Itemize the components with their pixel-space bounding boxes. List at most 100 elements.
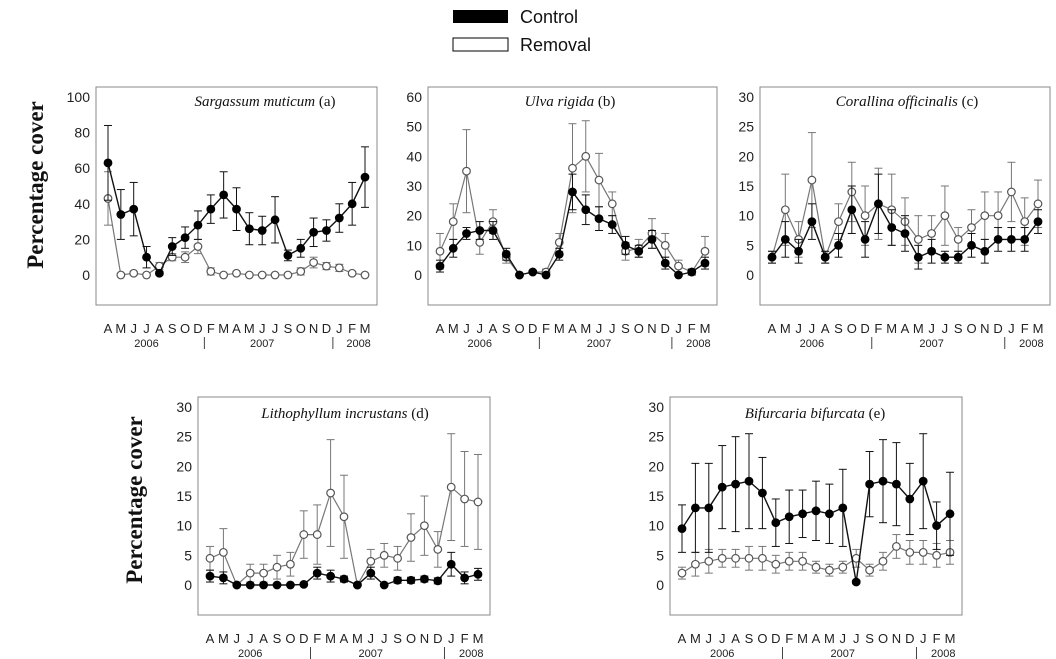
removal-point (326, 488, 336, 498)
year-label: 2006 (238, 648, 262, 659)
legend: Control Removal (452, 7, 591, 55)
x-tick-label: O (285, 631, 295, 646)
control-point (334, 213, 344, 223)
removal-point (892, 542, 901, 551)
plot-frame (95, 86, 378, 306)
x-tick-label: D (661, 321, 670, 336)
control-point (193, 220, 203, 230)
control-point (339, 574, 349, 584)
control-point (475, 226, 485, 235)
removal-point (379, 550, 389, 560)
control-point (218, 573, 228, 583)
x-tick-label: J (247, 631, 254, 646)
removal-point (393, 553, 403, 563)
removal-point (677, 568, 687, 578)
legend-control-swatch (453, 10, 508, 23)
x-tick-label: J (143, 321, 150, 336)
removal-point (784, 556, 794, 566)
removal-point (905, 547, 915, 557)
control-point (940, 252, 950, 262)
removal-point (462, 166, 471, 176)
year-label: 2008 (346, 338, 370, 350)
x-tick-label: F (688, 321, 696, 336)
y-tick-label: 20 (648, 458, 664, 474)
x-tick-label: A (489, 321, 498, 336)
control-point (473, 569, 483, 579)
year-label: 2006 (134, 338, 158, 350)
legend-control-label: Control (520, 7, 578, 27)
control-point (798, 509, 807, 519)
x-tick-label: J (130, 321, 137, 336)
year-label: 2007 (587, 338, 611, 350)
x-tick-label: M (797, 631, 808, 646)
control-point (232, 204, 241, 214)
x-tick-label: M (690, 631, 701, 646)
y-tick-label: 20 (176, 458, 192, 474)
control-point (677, 524, 687, 534)
removal-point (232, 268, 241, 278)
x-tick-label: A (436, 321, 445, 336)
species-name: Lithophyllum incrustans (260, 406, 407, 422)
y-tick-label: 15 (176, 488, 192, 504)
control-point (887, 223, 897, 232)
x-tick-label: S (393, 631, 402, 646)
removal-point (446, 482, 456, 492)
x-tick-label: F (542, 321, 550, 336)
x-tick-label: J (609, 321, 616, 336)
x-tick-label: M (824, 631, 835, 646)
x-tick-label: F (461, 631, 469, 646)
control-point (660, 258, 670, 268)
plot-frame (197, 396, 491, 616)
x-tick-label: M (945, 631, 956, 646)
x-tick-label: O (878, 631, 888, 646)
removal-point (878, 556, 888, 566)
control-point (647, 234, 657, 244)
x-tick-label: A (731, 631, 740, 646)
plot-frame (669, 396, 963, 616)
x-tick-label: M (913, 321, 924, 336)
control-point (634, 246, 644, 256)
x-tick-label: O (514, 321, 524, 336)
y-tick-label: 50 (406, 119, 422, 135)
x-tick-label: M (360, 321, 371, 336)
year-label: 2007 (359, 648, 383, 659)
control-point (1020, 234, 1030, 244)
removal-point (309, 258, 319, 267)
removal-point (568, 163, 577, 173)
control-point (758, 488, 767, 498)
y-tick-label: 20 (74, 231, 90, 247)
y-tick-label: 25 (648, 429, 664, 445)
control-point (878, 476, 888, 486)
removal-point (771, 559, 781, 569)
y-tick-label: 30 (176, 399, 192, 415)
removal-point (953, 234, 963, 244)
x-tick-label: M (580, 321, 591, 336)
removal-point (206, 267, 216, 276)
y-tick-label: 10 (176, 518, 192, 534)
x-tick-label: D (993, 321, 1002, 336)
removal-point (967, 223, 976, 232)
control-point (865, 479, 874, 489)
y-tick-label: 10 (406, 237, 422, 253)
control-point (154, 268, 164, 278)
removal-point (798, 556, 807, 566)
removal-point (980, 211, 990, 221)
x-tick-label: N (980, 321, 989, 336)
control-point (129, 204, 139, 214)
x-tick-label: D (433, 631, 442, 646)
panel-title: Lithophyllum incrustans (d) (260, 406, 429, 422)
x-tick-label: J (234, 631, 241, 646)
y-tick-label: 15 (738, 178, 754, 194)
removal-point (257, 270, 267, 280)
removal-point (927, 229, 936, 238)
control-point (286, 580, 295, 590)
x-tick-label: J (809, 321, 816, 336)
y-tick-label: 0 (184, 577, 192, 593)
control-point (674, 270, 683, 280)
x-tick-label: S (502, 321, 511, 336)
y-tick-label: 0 (746, 267, 754, 283)
removal-point (825, 565, 834, 575)
panel-tag: (d) (408, 406, 429, 422)
panel-title: Sargassum muticum (a) (194, 94, 335, 110)
